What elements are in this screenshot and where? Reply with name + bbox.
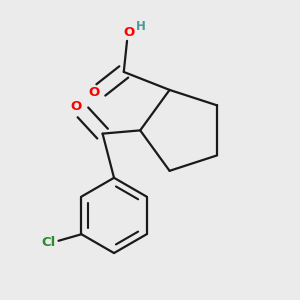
Text: Cl: Cl xyxy=(41,236,55,249)
Text: H: H xyxy=(136,20,146,33)
Text: O: O xyxy=(88,86,99,99)
Text: O: O xyxy=(70,100,81,113)
Text: O: O xyxy=(123,26,134,38)
